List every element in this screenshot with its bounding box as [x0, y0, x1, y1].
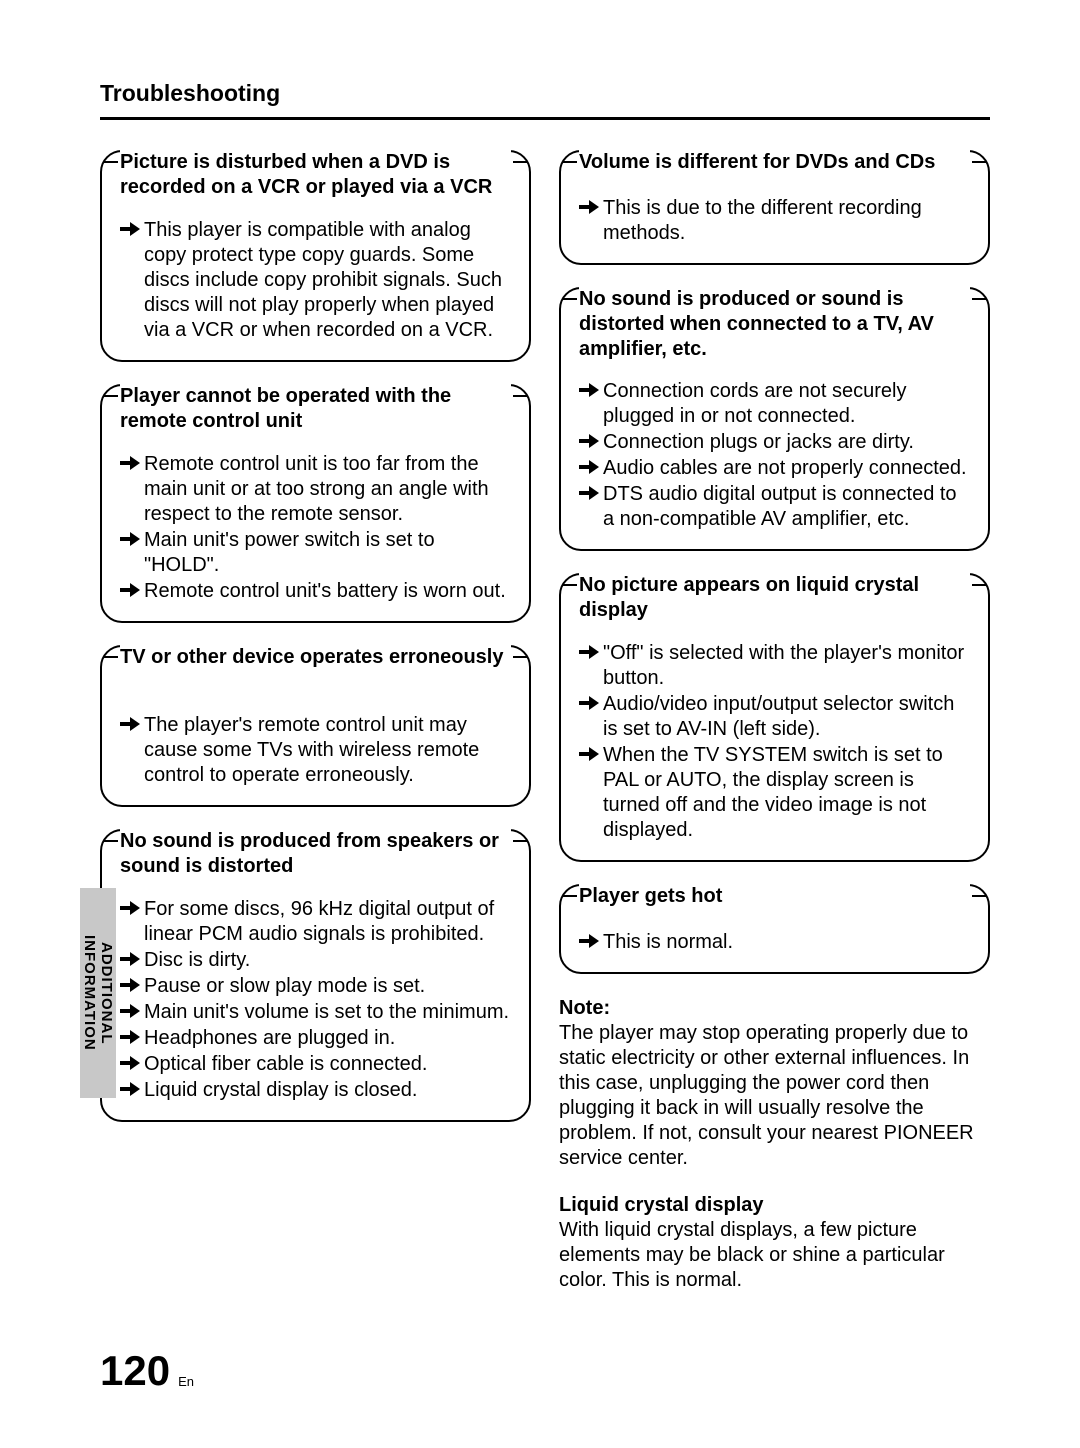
troubleshoot-item: Optical fiber cable is connected.	[120, 1052, 511, 1077]
troubleshoot-box: Volume is different for DVDs and CDs This…	[559, 150, 990, 265]
troubleshoot-item: For some discs, 96 kHz digital output of…	[120, 897, 511, 947]
troubleshoot-list: This is due to the different recording m…	[579, 196, 970, 246]
note-heading: Note:	[559, 996, 990, 1021]
troubleshoot-item-text: Audio cables are not properly connected.	[603, 457, 967, 479]
troubleshoot-box: No picture appears on liquid crystal dis…	[559, 573, 990, 862]
page-title: Troubleshooting	[100, 80, 990, 107]
troubleshoot-list: The player's remote control unit may cau…	[120, 713, 511, 788]
troubleshoot-item-text: Headphones are plugged in.	[144, 1027, 395, 1049]
troubleshoot-item: Connection cords are not securely plugge…	[579, 379, 970, 429]
note-block: Note:The player may stop operating prope…	[559, 996, 990, 1171]
left-column: Picture is disturbed when a DVD is recor…	[100, 150, 531, 1293]
page-footer: 120 En	[100, 1350, 194, 1392]
troubleshoot-item: Main unit's volume is set to the minimum…	[120, 1000, 511, 1025]
troubleshoot-item-text: Liquid crystal display is closed.	[144, 1079, 417, 1101]
troubleshoot-item: Remote control unit's battery is worn ou…	[120, 579, 511, 604]
troubleshoot-item: Pause or slow play mode is set.	[120, 974, 511, 999]
page-language: En	[178, 1374, 194, 1389]
troubleshoot-item: This is normal.	[579, 930, 970, 955]
troubleshoot-list: For some discs, 96 kHz digital output of…	[120, 897, 511, 1103]
content-columns: Picture is disturbed when a DVD is recor…	[100, 150, 990, 1293]
troubleshoot-item-text: DTS audio digital output is connected to…	[603, 483, 957, 530]
troubleshoot-item-text: Connection cords are not securely plugge…	[603, 380, 907, 427]
troubleshoot-item: Headphones are plugged in.	[120, 1026, 511, 1051]
troubleshoot-title: No picture appears on liquid crystal dis…	[579, 573, 970, 623]
troubleshoot-item: This player is compatible with analog co…	[120, 218, 511, 343]
troubleshoot-box: Player cannot be operated with the remot…	[100, 384, 531, 623]
troubleshoot-item: DTS audio digital output is connected to…	[579, 482, 970, 532]
troubleshoot-title: No sound is produced or sound is distort…	[579, 287, 970, 362]
note-body: With liquid crystal displays, a few pict…	[559, 1219, 945, 1291]
troubleshoot-item: Disc is dirty.	[120, 948, 511, 973]
troubleshoot-item: Audio/video input/output selector switch…	[579, 692, 970, 742]
troubleshoot-item-text: Remote control unit's battery is worn ou…	[144, 580, 506, 602]
note-heading: Liquid crystal display	[559, 1193, 990, 1218]
troubleshoot-item: Remote control unit is too far from the …	[120, 452, 511, 527]
title-divider	[100, 117, 990, 120]
troubleshoot-item-text: Main unit's volume is set to the minimum…	[144, 1001, 509, 1023]
troubleshoot-item: "Off" is selected with the player's moni…	[579, 641, 970, 691]
troubleshoot-item-text: This player is compatible with analog co…	[144, 219, 502, 341]
right-column: Volume is different for DVDs and CDs This…	[559, 150, 990, 1293]
troubleshoot-item: This is due to the different recording m…	[579, 196, 970, 246]
note-body: The player may stop operating properly d…	[559, 1022, 974, 1169]
troubleshoot-box: No sound is produced from speakers or so…	[100, 829, 531, 1122]
troubleshoot-item-text: The player's remote control unit may cau…	[144, 714, 479, 786]
troubleshoot-item: Audio cables are not properly connected.	[579, 456, 970, 481]
troubleshoot-box: TV or other device operates erroneously T…	[100, 645, 531, 807]
troubleshoot-item-text: Audio/video input/output selector switch…	[603, 693, 954, 740]
note-block: Liquid crystal displayWith liquid crysta…	[559, 1193, 990, 1293]
troubleshoot-item-text: Main unit's power switch is set to "HOLD…	[144, 529, 435, 576]
troubleshoot-item-text: For some discs, 96 kHz digital output of…	[144, 898, 494, 945]
troubleshoot-item: Main unit's power switch is set to "HOLD…	[120, 528, 511, 578]
troubleshoot-item-text: This is normal.	[603, 931, 733, 953]
troubleshoot-item: Liquid crystal display is closed.	[120, 1078, 511, 1103]
troubleshoot-box: Picture is disturbed when a DVD is recor…	[100, 150, 531, 362]
troubleshoot-box: Player gets hot This is normal.	[559, 884, 990, 974]
page-number: 120	[100, 1350, 170, 1392]
troubleshoot-list: This is normal.	[579, 930, 970, 955]
troubleshoot-item: When the TV SYSTEM switch is set to PAL …	[579, 743, 970, 843]
troubleshoot-title: TV or other device operates erroneously	[120, 645, 511, 670]
troubleshoot-box: No sound is produced or sound is distort…	[559, 287, 990, 551]
troubleshoot-item-text: Remote control unit is too far from the …	[144, 453, 489, 525]
troubleshoot-list: Remote control unit is too far from the …	[120, 452, 511, 604]
troubleshoot-item-text: Pause or slow play mode is set.	[144, 975, 425, 997]
troubleshoot-item-text: When the TV SYSTEM switch is set to PAL …	[603, 744, 943, 841]
section-tab-label: ADDITIONAL INFORMATION	[81, 888, 115, 1098]
troubleshoot-item: The player's remote control unit may cau…	[120, 713, 511, 788]
troubleshoot-item: Connection plugs or jacks are dirty.	[579, 430, 970, 455]
troubleshoot-list: Connection cords are not securely plugge…	[579, 379, 970, 532]
troubleshoot-item-text: Connection plugs or jacks are dirty.	[603, 431, 914, 453]
troubleshoot-item-text: Optical fiber cable is connected.	[144, 1053, 428, 1075]
troubleshoot-list: "Off" is selected with the player's moni…	[579, 641, 970, 843]
section-tab: ADDITIONAL INFORMATION	[80, 888, 116, 1098]
troubleshoot-list: This player is compatible with analog co…	[120, 218, 511, 343]
troubleshoot-item-text: Disc is dirty.	[144, 949, 250, 971]
troubleshoot-title: Player cannot be operated with the remot…	[120, 384, 511, 434]
troubleshoot-title: No sound is produced from speakers or so…	[120, 829, 511, 879]
troubleshoot-title: Player gets hot	[579, 884, 970, 909]
troubleshoot-title: Volume is different for DVDs and CDs	[579, 150, 970, 175]
troubleshoot-title: Picture is disturbed when a DVD is recor…	[120, 150, 511, 200]
troubleshoot-item-text: "Off" is selected with the player's moni…	[603, 642, 964, 689]
troubleshoot-item-text: This is due to the different recording m…	[603, 197, 922, 244]
